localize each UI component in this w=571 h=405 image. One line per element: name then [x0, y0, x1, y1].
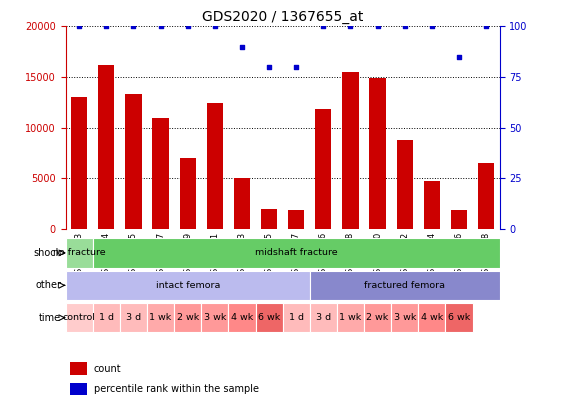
Bar: [234, 178, 250, 229]
Bar: [152, 118, 169, 229]
Text: fractured femora: fractured femora: [364, 281, 445, 290]
Bar: [364, 303, 391, 332]
Title: GDS2020 / 1367655_at: GDS2020 / 1367655_at: [202, 10, 363, 24]
Bar: [342, 72, 359, 229]
Point: [102, 23, 111, 30]
Bar: [288, 210, 304, 229]
Text: 6 wk: 6 wk: [448, 313, 470, 322]
Point: [238, 43, 247, 50]
Text: 1 d: 1 d: [289, 313, 304, 322]
Bar: [66, 303, 93, 332]
Bar: [71, 97, 87, 229]
Point: [319, 23, 328, 30]
Text: 3 d: 3 d: [126, 313, 141, 322]
Text: control: control: [63, 313, 96, 322]
Bar: [369, 78, 386, 229]
Bar: [418, 303, 445, 332]
Bar: [120, 303, 147, 332]
Point: [75, 23, 84, 30]
Bar: [424, 181, 440, 229]
Text: 3 wk: 3 wk: [393, 313, 416, 322]
Bar: [309, 271, 500, 300]
Bar: [126, 94, 142, 229]
Bar: [70, 362, 87, 375]
Bar: [179, 158, 196, 229]
Text: count: count: [94, 364, 122, 373]
Bar: [478, 163, 494, 229]
Bar: [283, 303, 309, 332]
Bar: [391, 303, 418, 332]
Bar: [309, 303, 337, 332]
Text: 4 wk: 4 wk: [231, 313, 253, 322]
Bar: [70, 383, 87, 395]
Bar: [337, 303, 364, 332]
Point: [481, 23, 490, 30]
Bar: [93, 303, 120, 332]
Bar: [445, 303, 473, 332]
Point: [400, 23, 409, 30]
Text: 4 wk: 4 wk: [421, 313, 443, 322]
Bar: [207, 103, 223, 229]
Point: [156, 23, 165, 30]
Point: [346, 23, 355, 30]
Text: shock: shock: [33, 248, 61, 258]
Text: 2 wk: 2 wk: [176, 313, 199, 322]
Text: 1 d: 1 d: [99, 313, 114, 322]
Bar: [396, 140, 413, 229]
Point: [292, 64, 301, 70]
Text: 1 wk: 1 wk: [150, 313, 172, 322]
Text: 2 wk: 2 wk: [367, 313, 389, 322]
Point: [264, 64, 274, 70]
Bar: [147, 303, 174, 332]
Text: no fracture: no fracture: [53, 248, 106, 258]
Text: other: other: [35, 280, 61, 290]
Text: time: time: [39, 313, 61, 323]
Text: intact femora: intact femora: [155, 281, 220, 290]
Bar: [66, 238, 93, 267]
Bar: [174, 303, 202, 332]
Bar: [451, 210, 467, 229]
Text: 6 wk: 6 wk: [258, 313, 280, 322]
Point: [129, 23, 138, 30]
Text: 3 d: 3 d: [316, 313, 331, 322]
Text: percentile rank within the sample: percentile rank within the sample: [94, 384, 259, 394]
Point: [183, 23, 192, 30]
Bar: [228, 303, 255, 332]
Point: [427, 23, 436, 30]
Bar: [202, 303, 228, 332]
Text: 1 wk: 1 wk: [339, 313, 361, 322]
Bar: [261, 209, 278, 229]
Bar: [255, 303, 283, 332]
Point: [210, 23, 219, 30]
Point: [373, 23, 382, 30]
Text: 3 wk: 3 wk: [204, 313, 226, 322]
Bar: [98, 65, 114, 229]
Text: midshaft fracture: midshaft fracture: [255, 248, 337, 258]
Bar: [315, 109, 331, 229]
Bar: [66, 271, 309, 300]
Point: [455, 53, 464, 60]
